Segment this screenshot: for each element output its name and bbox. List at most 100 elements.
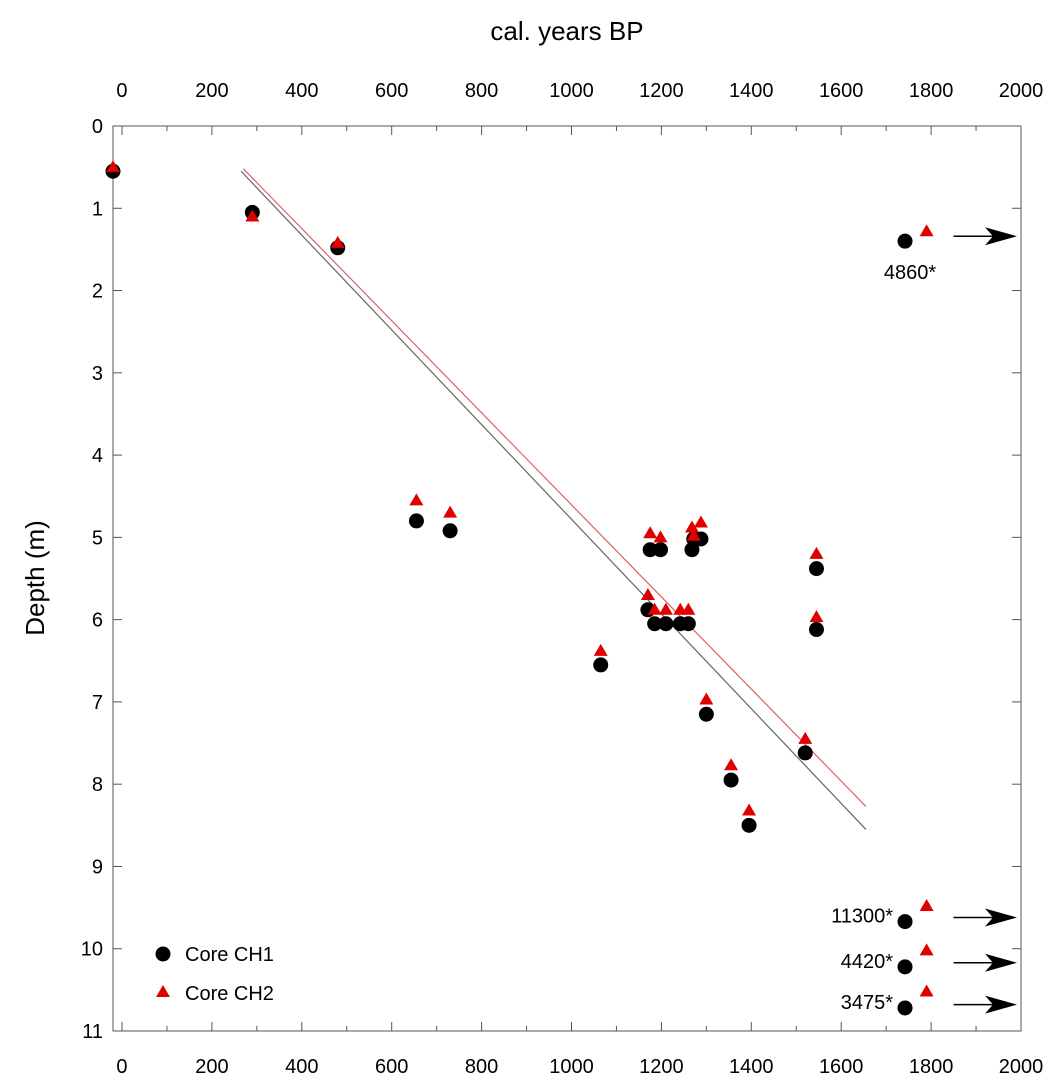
plot-frame [112,125,1022,1032]
ch1-point [408,513,424,529]
ch2-point [809,546,824,559]
ch1-point [808,622,824,638]
ch1-point [897,959,913,975]
x-tick-label-top: 400 [285,80,318,102]
ch2-point [653,530,668,543]
ch2-point [643,526,658,539]
x-tick-label-top: 800 [465,80,498,102]
ch1-point [647,616,663,632]
ch1-point [808,561,824,577]
ch2-point [798,731,813,744]
ch2-point [724,758,739,771]
ch2-point [409,493,424,506]
ch1-point [897,1000,913,1016]
data-points [105,160,824,833]
offscale-label: 4860* [884,262,936,284]
ch1-point [698,706,714,722]
ch1-point [652,542,668,558]
ch2-point [640,587,655,600]
y-tick-label: 10 [81,939,103,961]
ch2-point [919,984,934,997]
x-tick-label-top: 1400 [729,80,774,102]
x-tick-label-bottom: 2000 [999,1056,1044,1078]
legend-label-ch1: Core CH1 [185,944,274,966]
arrow-head [985,995,1017,1014]
ch1-point [658,616,674,632]
y-tick-label: 9 [92,856,103,878]
ch2-point [919,224,934,237]
offscale-annotations: 4860* 11300* 4420* 3475* [831,224,1017,1016]
x-axis-title: cal. years BP [490,16,643,46]
ch1-point [442,523,458,539]
ch2-point [647,602,662,615]
x-tick-label-bottom: 1200 [639,1056,684,1078]
x-tick-label-bottom: 1600 [819,1056,864,1078]
ch1-point [741,817,757,833]
x-tick-label-bottom: 400 [285,1056,318,1078]
ch2-point [693,515,708,528]
ch2-point [245,209,260,222]
y-tick-label: 4 [92,445,103,467]
ch1-point [723,772,739,788]
x-tick-label-top: 2000 [999,80,1044,102]
y-tick-label: 1 [92,198,103,220]
ch2-point [443,505,458,518]
x-tick-label-bottom: 1400 [729,1056,774,1078]
x-tick-label-top: 1200 [639,80,684,102]
x-tick-label-top: 1600 [819,80,864,102]
ch1-point [642,542,658,558]
ch2-point [919,898,934,911]
ch2-point [742,803,757,816]
ch2-point [681,602,696,615]
ch2-point [658,602,673,615]
ch2-point [330,235,345,248]
y-tick-label: 6 [92,610,103,632]
legend-marker-ch2 [156,985,170,997]
ch1-point [897,233,913,249]
y-tick-label: 3 [92,363,103,385]
regression-line [240,170,867,830]
x-tick-label-top: 1800 [909,80,954,102]
ch1-point [593,657,609,673]
legend-marker-ch1 [155,946,171,962]
y-tick-label: 5 [92,527,103,549]
ch2-point [699,692,714,705]
x-tick-label-bottom: 800 [465,1056,498,1078]
x-tick-label-bottom: 1800 [909,1056,954,1078]
regression-lines [240,168,867,830]
x-tick-label-top: 200 [195,80,228,102]
arrow-head [985,227,1017,246]
legend-label-ch2: Core CH2 [185,983,274,1005]
ch2-point [593,643,608,656]
y-tick-label: 11 [82,1021,103,1043]
ch2-point [106,160,120,173]
arrow-head [985,953,1017,972]
ch1-point [897,914,913,930]
axis-ticks: 0020020040040060060080080010001000120012… [81,80,1044,1078]
regression-line [242,168,867,807]
y-tick-label: 0 [92,116,103,138]
ch2-point [684,520,699,533]
legend: Core CH1 Core CH2 [155,944,274,1005]
ch2-point [809,610,824,623]
offscale-label: 4420* [841,951,893,973]
offscale-label: 3475* [841,992,893,1014]
y-tick-label: 8 [92,774,103,796]
ch1-point [797,745,813,761]
x-tick-label-top: 1000 [549,80,594,102]
ch1-point [680,616,696,632]
y-tick-label: 2 [92,281,103,303]
y-tick-label: 7 [92,692,103,714]
arrow-head [985,908,1017,927]
y-axis-title: Depth (m) [20,520,50,636]
x-tick-label-bottom: 1000 [549,1056,594,1078]
x-tick-label-bottom: 600 [375,1056,408,1078]
x-tick-label-top: 0 [116,80,127,102]
ch2-point [919,943,934,956]
ch2-point [686,528,701,541]
x-tick-label-top: 600 [375,80,408,102]
offscale-label: 11300* [831,906,893,928]
x-tick-label-bottom: 0 [116,1056,127,1078]
x-tick-label-bottom: 200 [195,1056,228,1078]
